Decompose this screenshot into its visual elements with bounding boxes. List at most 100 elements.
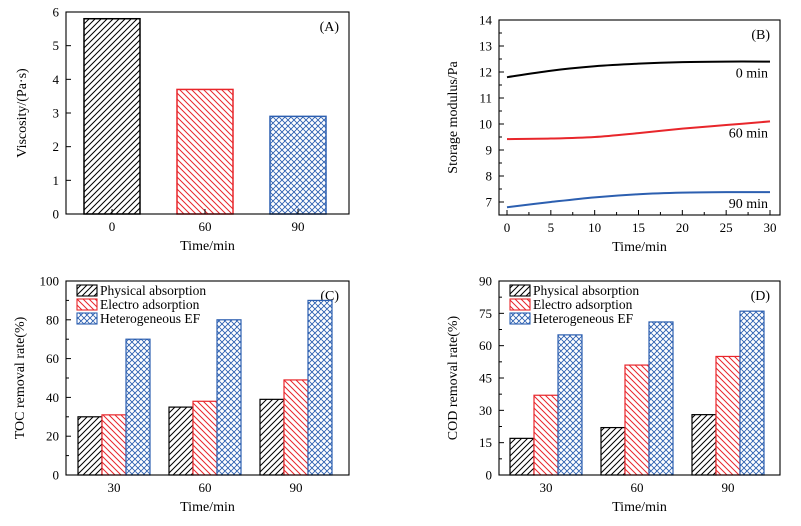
bar-heterogeneous-ef-30 (125, 338, 151, 476)
panel-label: (B) (751, 28, 770, 43)
legend-label: Electro adsorption (533, 297, 633, 312)
series-line-0-min (506, 60, 771, 79)
y-tick-label: 1 (53, 173, 60, 188)
bar-90-min (269, 115, 327, 215)
panel-a-viscosity-bar-chart: 0 1 2 3 4 5 6 Viscosity/(Pa·s) Time/min (A) 0 60 90 (15, 5, 350, 254)
legend-swatch (509, 298, 531, 311)
y-axis-label: Storage modulus/Pa (446, 61, 461, 174)
bar-physical-absorption-30 (509, 437, 535, 476)
y-tick-label: 100 (40, 274, 60, 289)
bar-electro-adsorption-60 (624, 364, 650, 476)
bar-electro-adsorption-30 (101, 414, 127, 476)
x-tick-label: 25 (720, 220, 733, 235)
y-tick-label: 30 (479, 403, 492, 418)
legend-label: Electro adsorption (100, 297, 200, 312)
panel-d-cod-removal-bar-chart: 0 15 30 45 60 75 90 COD removal rate(%) Time/min… (446, 274, 781, 515)
bar-heterogeneous-ef-30 (557, 334, 583, 476)
y-tick-label: 15 (479, 435, 492, 450)
x-tick-label: 30 (764, 220, 777, 235)
y-tick-label: 60 (479, 338, 492, 353)
bar-60-min (176, 88, 234, 215)
bar-physical-absorption-60 (168, 406, 194, 476)
x-tick-label: 0 (109, 219, 116, 234)
bar-physical-absorption-30 (77, 416, 103, 476)
y-tick-label: 90 (479, 274, 492, 289)
y-tick-label: 75 (479, 306, 492, 321)
x-tick-label: 5 (548, 220, 555, 235)
legend-label: Heterogeneous EF (533, 311, 634, 326)
x-tick-label: 60 (631, 480, 644, 495)
x-tick-label: 10 (588, 220, 601, 235)
y-tick-label: 7 (486, 195, 493, 210)
y-tick-label: 80 (46, 312, 59, 327)
x-tick-label: 90 (290, 480, 303, 495)
x-tick-label: 90 (722, 480, 735, 495)
panel-label: (A) (320, 20, 340, 35)
y-tick-label: 11 (479, 91, 492, 106)
x-axis-label: Time/min (612, 500, 667, 515)
x-tick-label: 60 (199, 219, 212, 234)
plot-frame (65, 11, 350, 215)
legend-swatch (76, 312, 98, 325)
x-tick-label: 90 (292, 219, 305, 234)
series-line-60-min (506, 120, 771, 141)
y-tick-label: 6 (53, 5, 60, 20)
x-tick-label: 30 (108, 480, 121, 495)
y-tick-label: 4 (53, 72, 60, 87)
bar-electro-adsorption-30 (533, 394, 559, 476)
y-tick-label: 2 (53, 139, 60, 154)
bar-heterogeneous-ef-60 (216, 319, 242, 476)
legend-label: Heterogeneous EF (100, 311, 201, 326)
x-tick-label: 60 (199, 480, 212, 495)
x-axis-label: Time/min (180, 500, 235, 515)
y-tick-label: 9 (486, 143, 493, 158)
legend-label: Physical absorption (533, 283, 639, 298)
legend-label: Physical absorption (100, 283, 206, 298)
panel-b-storage-modulus-line-chart: 7 8 9 10 11 12 13 14 Storage modulus/Pa Time/min (… (446, 13, 781, 255)
y-tick-label: 20 (46, 429, 59, 444)
x-axis-label: Time/min (612, 240, 667, 255)
legend-swatch (76, 284, 98, 297)
bar-heterogeneous-ef-90 (307, 299, 333, 476)
y-tick-label: 3 (53, 106, 60, 121)
bar-physical-absorption-90 (259, 398, 285, 476)
panel-label: (D) (751, 289, 771, 304)
bar-heterogeneous-ef-60 (648, 321, 674, 476)
y-tick-label: 0 (53, 468, 60, 483)
series-label-90-min: 90 min (729, 197, 768, 212)
y-tick-label: 13 (479, 39, 492, 54)
x-axis-label: Time/min (180, 239, 235, 254)
bar-0-min (83, 17, 141, 215)
plot-frame (498, 280, 781, 476)
y-tick-label: 60 (46, 351, 59, 366)
y-axis-label: TOC removal rate(%) (13, 316, 28, 439)
y-tick-label: 0 (486, 468, 493, 483)
bar-physical-absorption-90 (691, 414, 717, 476)
x-tick-label: 20 (676, 220, 689, 235)
y-tick-label: 8 (486, 169, 493, 184)
y-tick-label: 5 (53, 38, 60, 53)
x-tick-label: 15 (632, 220, 645, 235)
y-tick-label: 40 (46, 390, 59, 405)
bar-electro-adsorption-90 (283, 379, 309, 476)
y-axis-label: Viscosity/(Pa·s) (15, 68, 30, 158)
bar-physical-absorption-60 (600, 426, 626, 476)
series-line-90-min (506, 191, 771, 209)
y-tick-label: 45 (479, 371, 492, 386)
x-tick-label: 0 (504, 220, 511, 235)
y-tick-label: 12 (479, 65, 492, 80)
x-tick-label: 30 (540, 480, 553, 495)
y-axis-label: COD removal rate(%) (446, 315, 461, 440)
legend-swatch (76, 298, 98, 311)
plot-frame (65, 280, 350, 476)
y-tick-label: 10 (479, 117, 492, 132)
bar-heterogeneous-ef-90 (739, 310, 765, 476)
series-label-0-min: 0 min (736, 67, 768, 82)
bar-electro-adsorption-60 (192, 400, 218, 476)
legend-swatch (509, 312, 531, 325)
plot-frame (498, 19, 781, 216)
y-tick-label: 0 (53, 207, 60, 222)
legend-swatch (509, 284, 531, 297)
